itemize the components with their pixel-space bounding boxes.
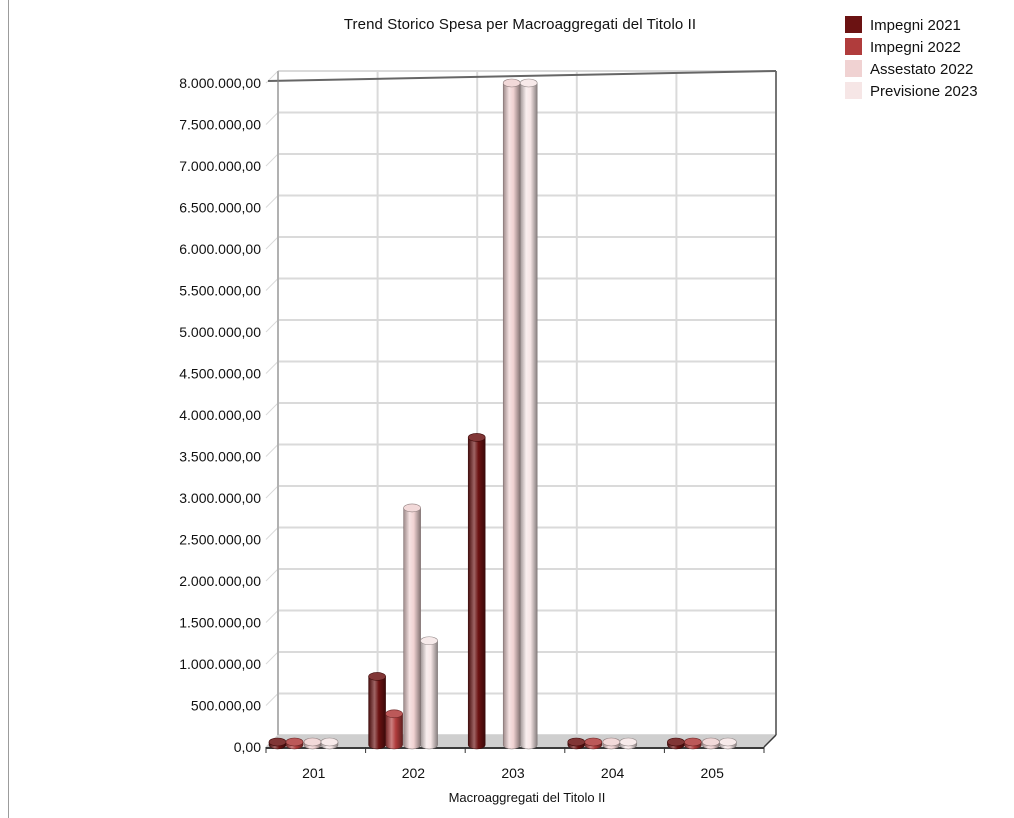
y-tick-label: 2.500.000,00 [179, 532, 261, 548]
legend-swatch [845, 82, 862, 99]
bar-205-assestato-2022 [702, 737, 720, 750]
y-tick-label: 8.000.000,00 [179, 75, 261, 91]
y-tick-label: 3.000.000,00 [179, 490, 261, 506]
y-tick-label: 1.000.000,00 [179, 656, 261, 672]
floor-right-edge [763, 734, 777, 748]
grid-line-side [265, 278, 279, 291]
legend-label: Previsione 2023 [870, 83, 978, 100]
bar-204-previsione-2023 [619, 737, 638, 750]
grid-line-side [265, 693, 279, 706]
y-tick-label: 7.000.000,00 [179, 158, 261, 174]
grid-line-side [265, 153, 279, 167]
y-tick-label: 4.500.000,00 [179, 366, 261, 382]
grid-line-side [265, 112, 279, 125]
x-tick-label: 201 [302, 765, 326, 781]
y-tick-label: 6.000.000,00 [179, 241, 261, 257]
legend-swatch [845, 16, 862, 33]
bar-203-impegni-2021 [467, 433, 486, 750]
grid-line-side [265, 236, 279, 250]
y-tick-label: 4.000.000,00 [179, 407, 261, 423]
x-tick-label: 203 [501, 765, 525, 781]
bar-201-previsione-2023 [320, 737, 339, 750]
chart-title: Trend Storico Spesa per Macroaggregati d… [344, 16, 696, 33]
y-axis-tick-labels: 0,00 500.000,00 1.000.000,00 1.500.000,00 2.… [179, 75, 261, 755]
y-tick-label: 7.500.000,00 [179, 117, 261, 133]
y-tick-label: 0,00 [234, 739, 261, 755]
x-tick-label: 205 [701, 765, 725, 781]
grid-line-side [265, 485, 279, 499]
bar-204-assestato-2022 [602, 737, 621, 750]
legend-item: Previsione 2023 [845, 82, 978, 100]
legend-item: Assestato 2022 [845, 60, 973, 78]
y-tick-label: 1.500.000,00 [179, 615, 261, 631]
legend: Impegni 2021 Impegni 2022 Assestato 2022 Pr… [845, 16, 978, 100]
bar-201-impegni-2021 [268, 737, 287, 750]
top-edge [267, 70, 777, 82]
grid-line-side [265, 527, 279, 540]
grid-line-side [265, 651, 279, 665]
legend-label: Assestato 2022 [870, 61, 973, 78]
legend-swatch [845, 38, 862, 55]
grid-line-side [265, 402, 279, 416]
y-tick-label: 5.500.000,00 [179, 283, 261, 299]
grid-line-side [265, 195, 279, 208]
x-tick-label: 204 [601, 765, 625, 781]
bars [268, 78, 737, 750]
x-axis-title: Macroaggregati del Titolo II [449, 790, 606, 805]
frame-left-edge [8, 0, 9, 818]
bar-203-assestato-2022 [502, 78, 521, 750]
grid-line-side [265, 610, 279, 623]
grid-line-side [265, 444, 279, 457]
y-tick-label: 3.500.000,00 [179, 449, 261, 465]
bar-201-impegni-2022 [285, 737, 304, 750]
legend-label: Impegni 2021 [870, 17, 961, 34]
bar-204-impegni-2021 [567, 737, 586, 750]
x-axis-tick-labels: 201 202 203 204 205 [302, 765, 724, 781]
x-tick-label: 202 [402, 765, 426, 781]
grid-line-side [265, 319, 279, 333]
y-tick-label: 6.500.000,00 [179, 200, 261, 216]
bar-201-assestato-2022 [303, 737, 322, 750]
grid-line-side [265, 361, 279, 374]
bar-202-impegni-2022 [385, 709, 403, 750]
bar-202-impegni-2021 [368, 672, 386, 750]
bar-205-impegni-2021 [667, 737, 685, 750]
legend-item: Impegni 2021 [845, 16, 961, 34]
legend-swatch [845, 60, 862, 77]
legend-item: Impegni 2022 [845, 38, 961, 56]
bar-204-impegni-2022 [584, 737, 603, 750]
y-tick-label: 500.000,00 [191, 698, 261, 714]
y-tick-label: 5.000.000,00 [179, 324, 261, 340]
bar-205-previsione-2023 [719, 737, 737, 750]
bar-202-assestato-2022 [403, 503, 421, 750]
bar-203-previsione-2023 [519, 78, 538, 750]
bar-205-impegni-2022 [684, 737, 702, 750]
grid-line-side [265, 568, 279, 582]
bar-202-previsione-2023 [420, 636, 438, 750]
y-tick-label: 2.000.000,00 [179, 573, 261, 589]
legend-label: Impegni 2022 [870, 39, 961, 56]
